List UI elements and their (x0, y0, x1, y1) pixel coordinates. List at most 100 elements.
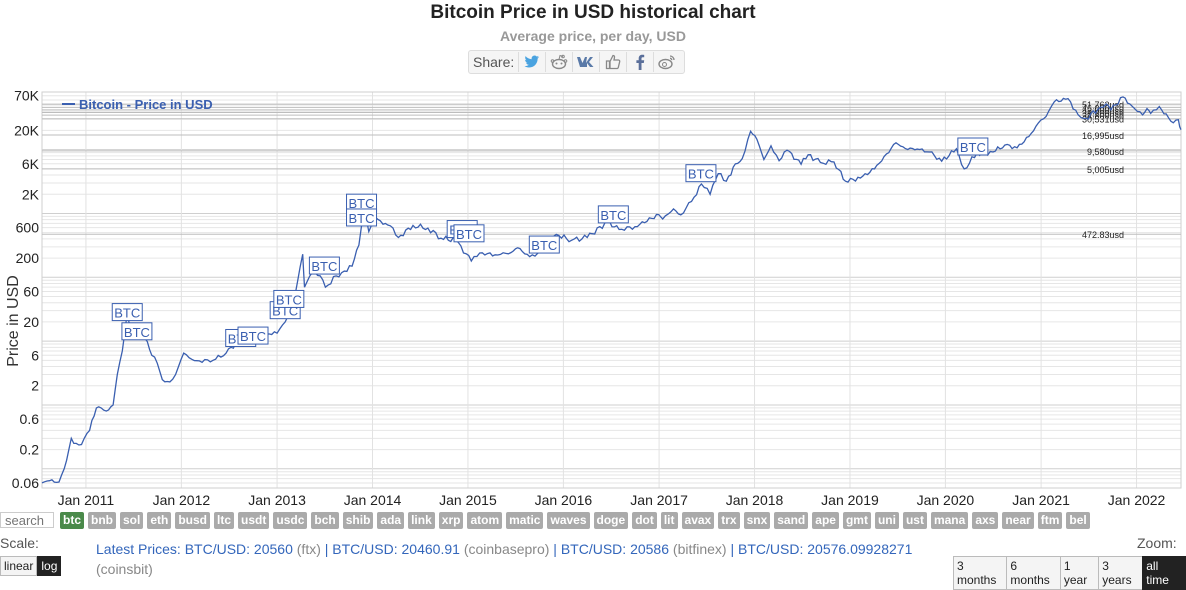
coin-button-xrp[interactable]: xrp (438, 512, 464, 529)
twitter-icon[interactable] (518, 52, 545, 72)
coin-button-sand[interactable]: sand (774, 512, 809, 529)
coin-button-snx[interactable]: snx (743, 512, 771, 529)
btc-marker[interactable]: BTC (121, 322, 153, 341)
coin-button-trx[interactable]: trx (718, 512, 740, 529)
coin-button-axs[interactable]: axs (972, 512, 999, 529)
btc-marker[interactable]: BTC (346, 193, 378, 212)
coin-button-ftm[interactable]: ftm (1037, 512, 1063, 529)
zoom-6-months-button[interactable]: 6 months (1006, 556, 1061, 590)
coin-button-near[interactable]: near (1002, 512, 1034, 529)
zoom-3-months-button[interactable]: 3 months (953, 556, 1008, 590)
svg-text:BTC: BTC (311, 259, 337, 274)
weibo-icon[interactable] (653, 52, 680, 72)
btc-marker[interactable]: BTC (237, 326, 269, 345)
reddit-icon[interactable] (545, 52, 572, 72)
vk-icon[interactable] (572, 52, 599, 72)
coin-button-atom[interactable]: atom (467, 512, 503, 529)
x-tick-label: Jan 2020 (917, 492, 975, 508)
svg-text:BTC: BTC (240, 329, 266, 344)
svg-text:BTC: BTC (960, 140, 986, 155)
btc-marker[interactable]: BTC (528, 235, 560, 254)
price-level-label: 46,000usd (1082, 103, 1124, 113)
y-tick-label: 70K (14, 88, 40, 104)
btc-marker[interactable]: BTC (453, 224, 485, 243)
coin-button-usdc[interactable]: usdc (273, 512, 308, 529)
price-entry[interactable]: BTC/USD: 20460.91 (332, 541, 464, 557)
scale-log-button[interactable]: log (37, 556, 62, 576)
coin-button-lit[interactable]: lit (660, 512, 678, 529)
svg-text:BTC: BTC (114, 306, 140, 321)
svg-text:BTC: BTC (456, 227, 482, 242)
svg-text:BTC: BTC (349, 211, 375, 226)
coin-search-input[interactable] (0, 512, 54, 528)
price-level-lines: 51,762usd46,000usd42,000usd38,200usd34,8… (42, 100, 1181, 240)
coin-button-eth[interactable]: eth (147, 512, 172, 529)
coin-button-usdt[interactable]: usdt (238, 512, 270, 529)
price-entry[interactable]: BTC/USD: 20586 (560, 541, 673, 557)
svg-text:BTC: BTC (531, 238, 557, 253)
coin-button-btc[interactable]: btc (60, 512, 84, 529)
coin-button-ada[interactable]: ada (377, 512, 405, 529)
coin-button-doge[interactable]: doge (593, 512, 629, 529)
coin-button-bel[interactable]: bel (1066, 512, 1090, 529)
chart-legend[interactable]: Bitcoin - Price in USD (62, 97, 213, 112)
x-tick-label: Jan 2017 (630, 492, 688, 508)
price-level-label: 38,200usd (1082, 108, 1124, 118)
x-tick-label: Jan 2021 (1012, 492, 1070, 508)
price-level-label: 472.83usd (1082, 230, 1124, 240)
coin-button-shib[interactable]: shib (342, 512, 374, 529)
price-exchange: (bitfinex) (672, 541, 727, 557)
y-tick-label: 200 (16, 250, 40, 266)
coin-button-bnb[interactable]: bnb (88, 512, 116, 529)
x-tick-label: Jan 2011 (58, 492, 115, 508)
coin-button-ust[interactable]: ust (902, 512, 927, 529)
btc-marker[interactable]: BTC (957, 137, 989, 156)
chart-grid (41, 91, 1182, 489)
coin-button-ape[interactable]: ape (812, 512, 839, 529)
price-chart[interactable]: 51,762usd46,000usd42,000usd38,200usd34,8… (0, 80, 1186, 510)
coin-button-avax[interactable]: avax (681, 512, 715, 529)
latest-prices-label: Latest Prices: (96, 541, 185, 557)
price-separator: | (726, 541, 739, 557)
btc-marker[interactable]: BTC (685, 164, 717, 183)
coin-button-mana[interactable]: mana (930, 512, 969, 529)
coin-button-ltc[interactable]: ltc (214, 512, 235, 529)
zoom-3-years-button[interactable]: 3 years (1098, 556, 1144, 590)
zoom-toggle: 3 months 6 months 1 year 3 years all time (953, 556, 1186, 590)
btc-marker[interactable]: BTC (111, 303, 143, 322)
btc-marker[interactable]: BTC (308, 256, 340, 275)
coin-button-link[interactable]: link (408, 512, 435, 529)
facebook-icon[interactable] (626, 52, 653, 72)
x-tick-label: Jan 2016 (535, 492, 593, 508)
price-entry[interactable]: BTC/USD: 20560 (184, 541, 297, 557)
svg-text:BTC: BTC (124, 325, 150, 340)
scale-linear-button[interactable]: linear (0, 556, 38, 576)
coin-button-uni[interactable]: uni (874, 512, 899, 529)
share-bar: Share: (468, 50, 686, 74)
price-level-label: 34,800usd (1082, 111, 1124, 121)
coin-button-waves[interactable]: waves (547, 512, 590, 529)
coin-button-gmt[interactable]: gmt (842, 512, 871, 529)
zoom-1-year-button[interactable]: 1 year (1059, 556, 1100, 590)
x-tick-label: Jan 2018 (726, 492, 784, 508)
y-tick-label: 0.06 (12, 475, 39, 491)
coin-button-matic[interactable]: matic (506, 512, 544, 529)
coin-button-dot[interactable]: dot (632, 512, 657, 529)
btc-marker[interactable]: BTC (346, 208, 378, 227)
series-line-bitcoin (41, 96, 1182, 484)
coin-button-sol[interactable]: sol (120, 512, 144, 529)
y-tick-label: 60 (23, 283, 39, 299)
like-icon[interactable] (599, 52, 626, 72)
y-tick-label: 6K (22, 156, 40, 172)
svg-text:BTC: BTC (349, 196, 375, 211)
coin-button-bch[interactable]: bch (311, 512, 339, 529)
zoom-all-time-button[interactable]: all time (1142, 556, 1186, 590)
price-level-label: 51,762usd (1082, 100, 1124, 110)
chart-title: Bitcoin Price in USD historical chart (430, 2, 756, 23)
zoom-label: Zoom: (1137, 535, 1177, 551)
btc-marker[interactable]: BTC (273, 289, 305, 308)
price-entry[interactable]: BTC/USD: 20576.09928271 (738, 541, 913, 557)
coin-button-busd[interactable]: busd (175, 512, 211, 529)
y-tick-label: 2 (31, 378, 39, 394)
btc-marker[interactable]: BTC (597, 205, 629, 224)
